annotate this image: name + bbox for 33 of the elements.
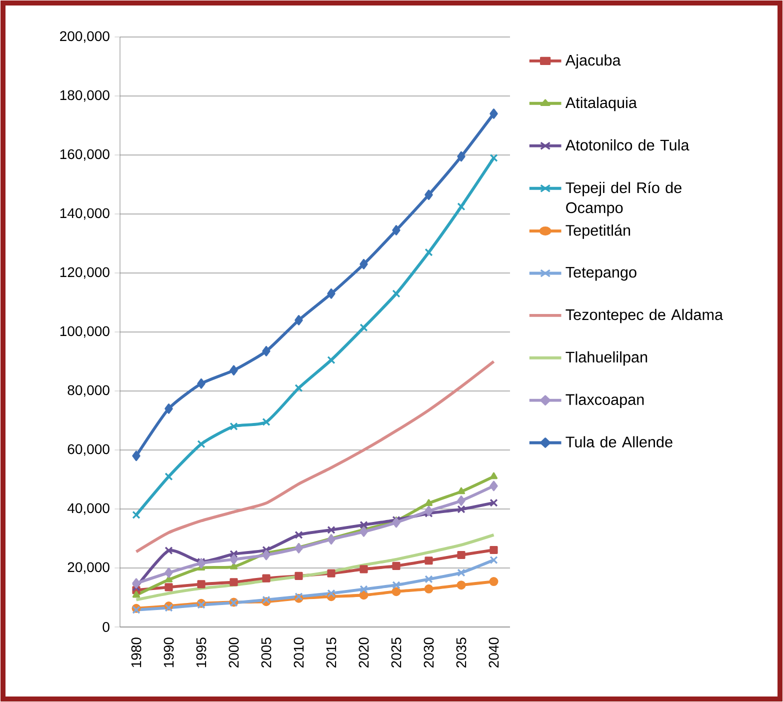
y-tick-label: 160,000 xyxy=(60,149,110,161)
y-tick-label: 20,000 xyxy=(68,562,110,574)
y-tick-label: 200,000 xyxy=(60,31,110,43)
x-tick-label: 2040 xyxy=(488,638,499,668)
legend-label: Atotonilco de Tula xyxy=(565,139,690,151)
legend-label: Tezontepec de Aldama xyxy=(566,308,724,324)
y-tick-label: 180,000 xyxy=(60,90,110,102)
legend-label: Tula de Allende xyxy=(566,436,672,448)
x-tick-label: 2010 xyxy=(294,638,304,668)
legend-label: Tlaxcoapan xyxy=(566,394,644,408)
legend-label: Tetepango xyxy=(566,266,636,281)
x-tick-label: 2005 xyxy=(261,638,272,668)
y-tick-label: 80,000 xyxy=(68,385,110,397)
y-tick-label: 40,000 xyxy=(67,503,110,515)
x-tick-label: 1995 xyxy=(196,638,206,668)
x-tick-label: 2030 xyxy=(424,638,434,668)
x-tick-label: 1990 xyxy=(164,638,174,668)
y-tick-label: 0 xyxy=(102,622,110,632)
legend-label: Tepeji del Río de Ocampo xyxy=(566,182,682,216)
legend-label: Tepetitlán xyxy=(566,224,630,239)
x-tick-label: 2020 xyxy=(358,638,369,668)
y-tick-label: 60,000 xyxy=(68,444,110,456)
legend-label: Ajacuba xyxy=(565,54,621,69)
x-tick-label: 2025 xyxy=(391,638,402,668)
legend-label: Tlahuelilpan xyxy=(566,351,648,366)
y-tick-label: 140,000 xyxy=(60,208,110,220)
legend-label: Atitalaquia xyxy=(565,96,637,112)
y-tick-label: 120,000 xyxy=(60,267,110,279)
x-tick-label: 2000 xyxy=(228,638,239,668)
y-tick-label: 100,000 xyxy=(60,326,110,338)
x-tick-label: 1980 xyxy=(131,638,142,668)
x-tick-label: 2035 xyxy=(456,638,466,668)
x-tick-label: 2015 xyxy=(326,638,336,668)
